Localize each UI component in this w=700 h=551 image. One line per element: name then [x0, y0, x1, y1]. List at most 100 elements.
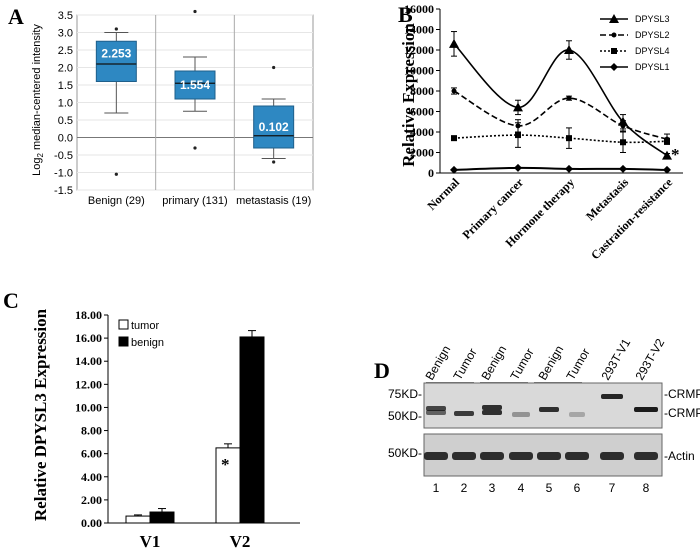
panel-a-ytick-label: 0.5 [58, 115, 73, 127]
panel-a-ytick-label: 2.0 [58, 63, 73, 75]
panel-a-letter: A [8, 4, 24, 29]
panel-b-ytick-label: 16000 [404, 2, 434, 16]
box-mean-label: 2.253 [101, 46, 131, 60]
panel-b-ytick-label: 14000 [404, 23, 434, 37]
actin-band [537, 452, 561, 460]
panel-c-ytick-label: 12.00 [75, 377, 102, 391]
bar-benign-v2 [239, 336, 265, 524]
panel-b-ytick-label: 12000 [404, 43, 434, 57]
panel-c-ylabel: Relative DPYSL3 Expression [31, 308, 50, 521]
legend-label-tumor: tumor [131, 320, 159, 332]
panel-a-ylabel: Log2 median-centered intensity [31, 24, 45, 176]
marker-triangle [609, 14, 619, 23]
series-line-dpysl2 [453, 90, 668, 140]
box-outlier [114, 172, 118, 176]
marker-diamond [619, 164, 627, 173]
marker-square [664, 138, 670, 145]
blot-band [482, 410, 502, 415]
box-outlier [272, 65, 276, 70]
panel-a: A Log2 median-centered intensity 3.5 3.0 2… [8, 4, 314, 207]
panel-b-asterisk: * [671, 145, 680, 164]
marker-50kd-top: 50KD- [388, 409, 422, 423]
lane-number: 8 [643, 481, 650, 495]
marker-square [451, 135, 457, 142]
lane-number: 3 [489, 481, 496, 495]
panel-a-ytick-label: 2.5 [58, 45, 73, 57]
series-line-dpysl4 [453, 134, 668, 144]
box-body [95, 40, 137, 82]
panel-c-ytick-label: 18.00 [75, 308, 102, 322]
blot-band [512, 412, 530, 417]
blot-band [426, 410, 446, 415]
panel-a-category-label: Benign (29) [88, 195, 145, 207]
marker-diamond [450, 165, 458, 174]
label-actin: -Actin [664, 449, 695, 463]
marker-50kd-bottom: 50KD- [388, 446, 422, 460]
box-body [253, 105, 295, 149]
panel-c-ytick-label: 6.00 [81, 447, 102, 461]
marker-square [566, 135, 572, 142]
lane-label: 293T-V1 [598, 336, 633, 383]
actin-band [509, 452, 533, 460]
blot-band [426, 406, 446, 411]
legend-label-dpysl4: DPYSL4 [635, 46, 670, 56]
panel-c-ytick-label: 8.00 [81, 424, 102, 438]
panel-c-ytick-label: 16.00 [75, 331, 102, 345]
box-mean-label: 1.554 [180, 78, 210, 92]
marker-diamond [610, 63, 618, 71]
blot-band [569, 412, 585, 417]
panel-c-ytick-label: 4.00 [81, 470, 102, 484]
legend-label-benign: benign [131, 337, 164, 349]
panel-b-ytick-label: 0 [428, 166, 434, 180]
panel-a-ytick-label: 0.0 [58, 133, 73, 145]
marker-diamond [565, 164, 573, 173]
box-outlier [193, 9, 197, 14]
blot-band [482, 405, 502, 410]
panel-c-ytick-label: 10.00 [75, 400, 102, 414]
panel-a-ytick-label: 1.5 [58, 80, 73, 92]
panel-d-letter: D [374, 358, 390, 383]
panel-b-letter: B [398, 2, 413, 27]
actin-band [424, 452, 448, 460]
actin-band [452, 452, 476, 460]
legend-label-dpysl1: DPYSL1 [635, 62, 670, 72]
lane-label: Tumor [507, 346, 536, 383]
lane-label: Tumor [563, 346, 592, 383]
panel-c-ytick-label: 0.00 [81, 516, 102, 530]
panel-c-letter: C [3, 288, 19, 313]
marker-triangle [513, 102, 523, 112]
panel-c-ytick-label: 2.00 [81, 493, 102, 507]
panel-a-ytick-label: 3.0 [58, 28, 73, 40]
panel-a-ytick-label: 1.0 [58, 98, 73, 110]
legend-swatch-benign [118, 336, 129, 347]
panel-a-category-label: primary (131) [162, 195, 227, 207]
panel-b-ytick-label: 8000 [410, 84, 434, 98]
lane-label: Benign [535, 343, 566, 382]
series-line-dpysl3 [453, 43, 668, 157]
actin-band [600, 452, 624, 460]
marker-dot [451, 88, 457, 94]
marker-diamond [514, 163, 522, 172]
marker-diamond [663, 165, 671, 174]
panel-b-ytick-label: 6000 [410, 105, 434, 119]
marker-dot [620, 123, 626, 129]
panel-a-ytick-label: -1.0 [54, 168, 73, 180]
box-outlier [114, 27, 118, 31]
lane-number: 6 [574, 481, 581, 495]
panel-b-category-label: Normal [424, 175, 462, 213]
series-line-dpysl1 [453, 166, 668, 171]
label-crmp4a: -CRMP4a [664, 406, 700, 420]
panel-b-ytick-label: 10000 [404, 64, 434, 78]
actin-band [480, 452, 504, 460]
marker-triangle [449, 38, 459, 48]
marker-75kd: 75KD- [388, 387, 422, 401]
panel-b-ytick-label: 4000 [410, 125, 434, 139]
panel-c-asterisk: * [221, 455, 230, 474]
lane-number: 7 [609, 481, 616, 495]
legend-swatch-tumor [118, 319, 129, 330]
panel-a-ytick-label: -0.5 [54, 150, 73, 162]
panel-b-ylabel: Relative Expression [399, 23, 418, 167]
panel-c-ytick-label: 14.00 [75, 354, 102, 368]
